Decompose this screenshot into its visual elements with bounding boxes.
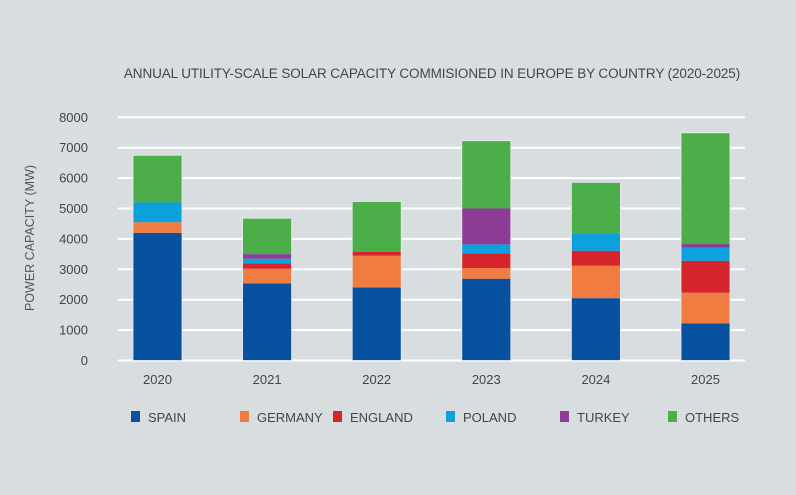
legend-item-turkey: TURKEY <box>560 410 630 425</box>
y-axis-ticks: 0 1000 2000 3000 4000 5000 6000 7000 8000 <box>59 110 88 368</box>
bar-outline <box>461 140 512 361</box>
x-tick-label: 2020 <box>143 372 172 387</box>
bar-segment-england <box>461 253 511 269</box>
bar-segment-poland <box>242 258 292 264</box>
y-tick-label: 3000 <box>59 262 88 277</box>
y-tick-label: 0 <box>81 353 88 368</box>
bar-segment-england <box>681 260 730 293</box>
bar-segment-poland <box>681 247 730 261</box>
legend-item-spain: SPAIN <box>131 410 186 425</box>
legend-label: TURKEY <box>577 410 630 425</box>
bar-stack-2024 <box>571 181 621 361</box>
x-tick-label: 2021 <box>253 372 282 387</box>
bar-segment-turkey <box>242 254 292 259</box>
bar-segment-spain <box>352 287 402 361</box>
x-tick-label: 2022 <box>362 372 391 387</box>
legend-label: OTHERS <box>685 410 740 425</box>
bar-segment-spain <box>133 232 182 361</box>
gridlines <box>118 116 745 362</box>
legend-label: ENGLAND <box>350 410 413 425</box>
bar-segment-spain <box>571 298 621 361</box>
bar-segment-poland <box>133 202 182 223</box>
legend-swatch <box>446 411 455 422</box>
legend-swatch <box>560 411 569 422</box>
bar-segment-others <box>242 218 292 255</box>
legend-label: GERMANY <box>257 410 323 425</box>
y-tick-label: 6000 <box>59 171 88 186</box>
bar-stack-2021 <box>242 217 293 361</box>
bar-segment-spain <box>461 278 511 361</box>
bar-segment-poland <box>461 244 511 254</box>
x-tick-label: 2023 <box>472 372 501 387</box>
bar-segment-others <box>461 140 511 209</box>
x-tick-label: 2024 <box>581 372 610 387</box>
bar-stack-2023 <box>461 140 512 361</box>
y-axis-label: POWER CAPACITY (MW) <box>23 165 37 311</box>
bars <box>132 132 731 361</box>
legend: SPAIN GERMANY ENGLAND POLAND TURKEY OTHERS <box>131 410 740 425</box>
y-tick-label: 7000 <box>59 140 88 155</box>
bar-segment-england <box>571 250 621 266</box>
bar-segment-spain <box>681 323 730 361</box>
bar-stack-2025 <box>680 132 731 361</box>
legend-swatch <box>668 411 677 422</box>
bar-segment-germany <box>681 292 730 324</box>
x-tick-label: 2025 <box>691 372 720 387</box>
legend-swatch <box>240 411 249 422</box>
bar-stack-2022 <box>351 201 402 361</box>
chart-title: ANNUAL UTILITY-SCALE SOLAR CAPACITY COMM… <box>124 66 740 81</box>
bar-segment-germany <box>461 268 511 279</box>
bar-outline <box>680 132 731 361</box>
legend-label: POLAND <box>463 410 516 425</box>
bar-segment-others <box>571 182 621 234</box>
bar-segment-germany <box>571 265 621 299</box>
legend-swatch <box>131 411 140 422</box>
legend-item-germany: GERMANY <box>240 410 323 425</box>
bar-segment-poland <box>571 233 621 251</box>
bar-segment-others <box>352 201 402 252</box>
bar-segment-turkey <box>681 244 730 248</box>
y-tick-label: 4000 <box>59 231 88 246</box>
bar-segment-others <box>133 155 182 203</box>
bar-segment-england <box>242 263 292 269</box>
y-tick-label: 1000 <box>59 323 88 338</box>
bar-segment-germany <box>352 255 402 288</box>
legend-item-england: ENGLAND <box>333 410 413 425</box>
bar-segment-turkey <box>461 208 511 245</box>
bar-segment-germany <box>133 222 182 233</box>
bar-segment-spain <box>242 283 292 361</box>
bar-outline <box>571 181 621 361</box>
legend-item-poland: POLAND <box>446 410 516 425</box>
bar-segment-germany <box>242 268 292 284</box>
legend-swatch <box>333 411 342 422</box>
bar-outline <box>132 154 183 361</box>
legend-label: SPAIN <box>148 410 186 425</box>
y-tick-label: 8000 <box>59 110 88 125</box>
bar-outline <box>242 217 293 361</box>
bar-stack-2020 <box>132 154 183 361</box>
y-tick-label: 2000 <box>59 292 88 307</box>
x-axis-ticks: 2020 2021 2022 2023 2024 2025 <box>143 372 720 387</box>
legend-item-others: OTHERS <box>668 410 740 425</box>
bar-segment-england <box>352 251 402 256</box>
bar-outline <box>351 201 402 361</box>
y-tick-label: 5000 <box>59 201 88 216</box>
bar-segment-others <box>681 132 730 245</box>
